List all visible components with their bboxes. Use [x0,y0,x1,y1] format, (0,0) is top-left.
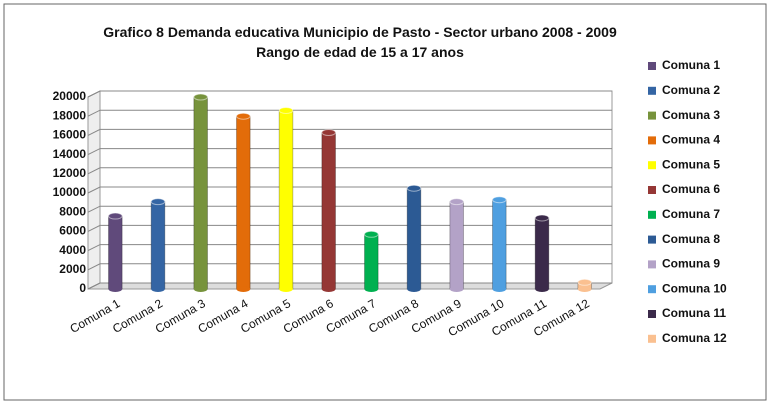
legend-label: Comuna 8 [662,232,720,246]
legend-swatch [648,210,656,219]
grid-line [87,128,612,136]
bar-cap [534,214,550,222]
bar-group [236,112,251,292]
bar [236,115,251,290]
bar-group [193,93,208,292]
bar-cap [108,212,123,220]
legend-label: Comuna 1 [662,58,720,72]
legend-label: Comuna 7 [662,207,720,221]
bar-base [193,286,208,292]
legend-label: Comuna 6 [662,182,720,196]
legend-swatch [648,136,656,145]
y-tick-label: 8000 [59,204,86,218]
y-tick-label: 10000 [53,185,87,199]
bar-cap [492,196,507,204]
legend-label: Comuna 3 [662,108,720,122]
legend-swatch [648,235,656,244]
legend-swatch [648,334,656,343]
grid-line [87,167,612,175]
bar-cap [406,184,422,192]
bar [321,132,336,290]
bar-cap [278,106,294,114]
bar-cap [236,112,251,120]
grid-line [87,282,612,290]
bar-group [321,129,336,292]
grid-line [87,244,612,252]
grid-line [87,205,612,213]
chart-title: Grafico 8 Demanda educativa Municipio de… [103,24,617,60]
y-tick-label: 0 [79,281,86,295]
y-tick-label: 2000 [59,262,86,276]
grid-line [87,224,612,232]
bar-base [364,286,379,292]
legend-label: Comuna 9 [662,257,720,271]
bar-cap [577,278,592,286]
grid-line [87,263,612,271]
bar-base [449,286,464,292]
bar-base [236,286,251,292]
bar-base [108,286,123,292]
y-tick-label: 20000 [53,89,87,103]
legend-swatch [648,285,656,294]
floor [87,282,613,290]
bar-cap [193,93,208,101]
legend-swatch [648,260,656,269]
bar [278,109,294,290]
bar [449,201,464,290]
bar-group [449,198,464,292]
legend-swatch [648,86,656,95]
bar-base [577,286,592,292]
legend-swatch [648,62,656,70]
y-tick-label: 6000 [59,224,86,238]
bar-group [150,198,166,292]
bar-group [492,196,507,292]
bar-base [407,286,421,292]
legend-label: Comuna 11 [662,306,726,320]
y-tick-label: 18000 [53,108,87,122]
bar [364,233,379,290]
legend-label: Comuna 5 [662,157,720,171]
bar [193,96,208,290]
bar-base [535,286,549,292]
bar-group [534,214,550,292]
bar [406,187,422,290]
legend-label: Comuna 12 [662,331,727,345]
bar-group [278,106,294,292]
bar-cap [321,129,336,137]
bar-cap [150,198,166,206]
bar-group [364,230,379,292]
bar [108,215,123,290]
legend-swatch [648,111,656,120]
bar-group [406,184,422,292]
legend-swatch [648,161,656,170]
bar-group [108,212,123,292]
grid-line [87,148,612,156]
grid-line [87,109,612,117]
legend-label: Comuna 2 [662,83,720,97]
bar-cap [449,198,464,206]
y-tick-label: 14000 [53,147,87,161]
legend-label: Comuna 4 [662,133,720,147]
bar [492,199,507,290]
bar-cap [364,230,379,238]
bar-base [492,286,507,292]
y-tick-label: 12000 [53,166,87,180]
bar-group [577,278,592,292]
legend-swatch [648,310,656,318]
legend-label: Comuna 10 [662,281,727,295]
bar-base [321,286,336,292]
y-tick-label: 16000 [53,128,87,142]
bar [150,201,166,290]
grid-line [87,90,612,98]
grid-line [87,186,612,194]
bar [534,217,550,290]
y-tick-label: 4000 [59,243,86,257]
bar-base [151,286,165,292]
bar-base [279,286,293,292]
legend-swatch [648,186,656,194]
